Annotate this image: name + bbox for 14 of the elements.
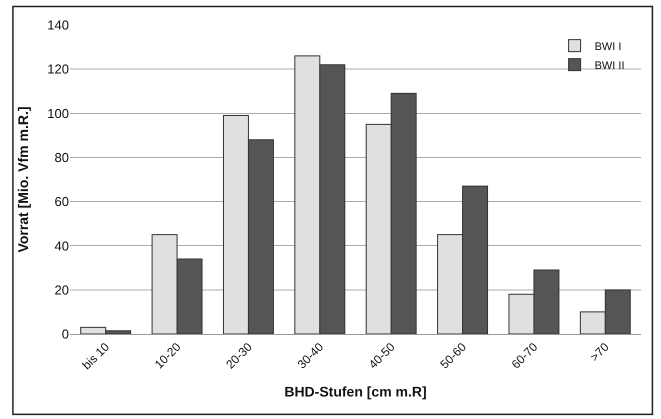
y-axis-title: Vorrat [Mio. Vfm m.R.] — [14, 106, 31, 252]
legend-label: BWI I — [594, 40, 622, 53]
y-tick-label: 0 — [62, 326, 69, 342]
y-tick-label: 100 — [47, 106, 69, 121]
y-tick-label: 120 — [47, 62, 69, 77]
y-tick-label: 40 — [54, 238, 69, 254]
y-tick-label: 140 — [47, 18, 69, 33]
x-tick-label: bis 10 — [80, 340, 112, 372]
legend-label: BWI II — [594, 60, 625, 72]
y-tick-label: 20 — [54, 282, 69, 298]
x-tick-label: >70 — [587, 340, 612, 364]
x-axis-title: BHD-Stufen [cm m.R] — [284, 384, 427, 400]
y-tick-label: 80 — [54, 150, 69, 165]
y-tick-label: 60 — [54, 194, 69, 210]
